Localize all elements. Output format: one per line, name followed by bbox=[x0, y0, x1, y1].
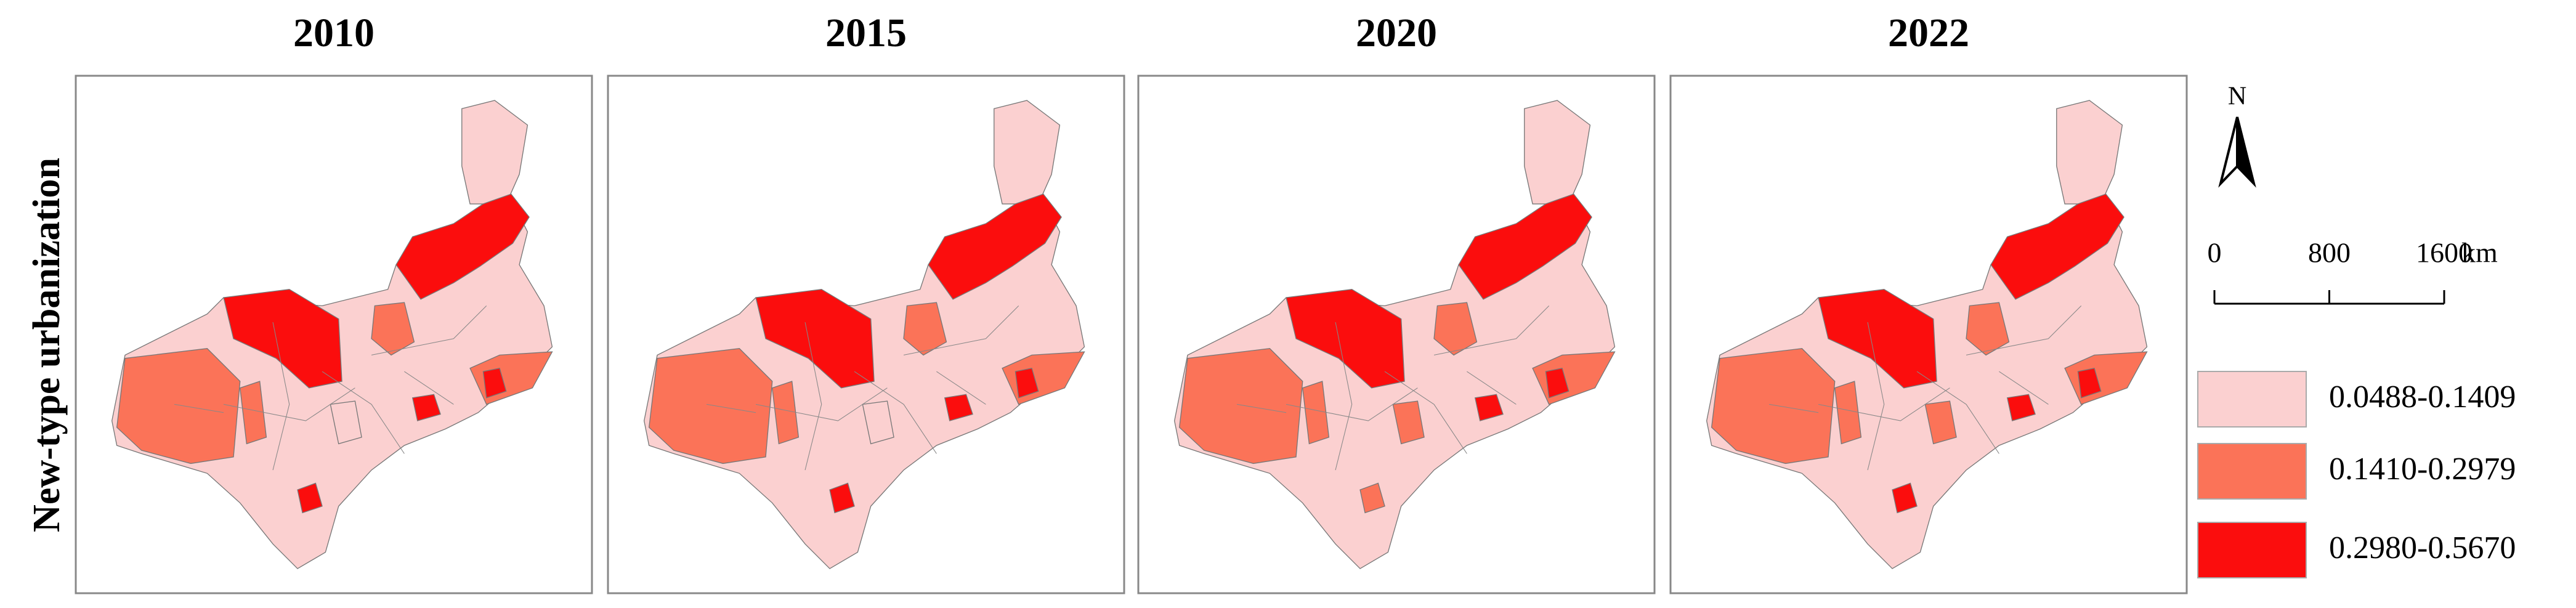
boundary bbox=[1966, 306, 2082, 355]
scale-label: 1600 bbox=[2416, 237, 2473, 269]
region bbox=[1392, 400, 1425, 445]
region bbox=[1015, 367, 1039, 399]
scale-label: 0 bbox=[2208, 237, 2222, 269]
boundary bbox=[1335, 322, 1353, 471]
boundary bbox=[755, 387, 888, 421]
region bbox=[648, 348, 773, 464]
region bbox=[330, 400, 362, 445]
region bbox=[239, 381, 267, 445]
region bbox=[1524, 100, 1591, 205]
region bbox=[1990, 193, 2124, 300]
north-arrow: N bbox=[2218, 83, 2256, 188]
legend-swatch bbox=[2197, 371, 2307, 428]
region bbox=[1892, 482, 1918, 514]
boundary bbox=[174, 403, 224, 413]
region bbox=[994, 100, 1061, 205]
region bbox=[1834, 381, 1862, 445]
map bbox=[1173, 100, 1616, 569]
region bbox=[482, 367, 507, 399]
region bbox=[2006, 394, 2036, 421]
boundary bbox=[1286, 387, 1418, 421]
region bbox=[223, 289, 342, 389]
region bbox=[2077, 367, 2102, 399]
boundary bbox=[371, 306, 487, 355]
legend-swatch bbox=[2197, 522, 2307, 578]
boundary bbox=[1384, 371, 1467, 454]
panel-title: 2010 bbox=[293, 10, 375, 55]
region bbox=[1818, 289, 1937, 389]
map-panel: 2020 bbox=[1137, 10, 1656, 594]
legend-label: 0.2980-0.5670 bbox=[2329, 530, 2516, 565]
boundary bbox=[322, 371, 405, 454]
scale-label: 800 bbox=[2308, 237, 2351, 269]
map-panel: 2022 bbox=[1669, 10, 2188, 594]
region bbox=[116, 348, 241, 464]
region bbox=[1458, 193, 1592, 300]
region bbox=[1178, 348, 1303, 464]
map bbox=[111, 100, 553, 569]
region bbox=[755, 289, 875, 389]
boundary bbox=[1818, 387, 1950, 421]
region bbox=[1359, 482, 1385, 514]
panel-title: 2020 bbox=[1356, 10, 1437, 55]
north-label: N bbox=[2228, 83, 2246, 111]
boundary bbox=[272, 322, 290, 471]
boundary bbox=[1433, 306, 1550, 355]
region bbox=[1474, 394, 1504, 421]
region bbox=[829, 482, 855, 514]
map-panel: 2015 bbox=[607, 10, 1125, 594]
region bbox=[862, 400, 894, 445]
boundary bbox=[936, 371, 986, 405]
region bbox=[1302, 381, 1330, 445]
side-label: New-type urbanization bbox=[26, 158, 68, 532]
boundary bbox=[804, 322, 822, 471]
boundary bbox=[1467, 371, 1517, 405]
region bbox=[771, 381, 800, 445]
boundary bbox=[223, 387, 355, 421]
region bbox=[1711, 348, 1836, 464]
boundary bbox=[1916, 371, 1999, 454]
boundary bbox=[404, 371, 454, 405]
region bbox=[461, 100, 529, 205]
panel-title: 2022 bbox=[1888, 10, 1969, 55]
boundary bbox=[706, 403, 756, 413]
region bbox=[1286, 289, 1405, 389]
map bbox=[643, 100, 1085, 569]
boundary bbox=[1236, 403, 1287, 413]
map bbox=[1706, 100, 2148, 569]
region bbox=[297, 482, 323, 514]
boundary bbox=[903, 306, 1019, 355]
legend-label: 0.1410-0.2979 bbox=[2329, 452, 2516, 487]
boundary bbox=[1867, 322, 1885, 471]
region bbox=[928, 193, 1062, 300]
map-panel: 2010 bbox=[75, 10, 593, 594]
region bbox=[2056, 100, 2123, 205]
boundary bbox=[854, 371, 937, 454]
scale-unit: km bbox=[2461, 237, 2498, 269]
boundary bbox=[1999, 371, 2049, 405]
region bbox=[411, 394, 441, 421]
legend-label: 0.0488-0.1409 bbox=[2329, 379, 2516, 415]
region bbox=[1545, 367, 1569, 399]
region bbox=[944, 394, 973, 421]
legend-swatch bbox=[2197, 443, 2307, 500]
boundary bbox=[1768, 403, 1819, 413]
region bbox=[1924, 400, 1957, 445]
panel-title: 2015 bbox=[825, 10, 907, 55]
region bbox=[395, 193, 530, 300]
